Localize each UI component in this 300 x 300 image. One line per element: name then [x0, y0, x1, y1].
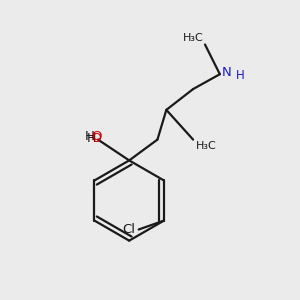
Text: O: O — [92, 132, 101, 145]
Text: O: O — [91, 130, 102, 143]
Text: Cl: Cl — [123, 223, 136, 236]
Text: H₃C: H₃C — [196, 141, 217, 151]
Text: H: H — [85, 130, 94, 143]
Text: H₃C: H₃C — [183, 33, 203, 43]
Text: N: N — [221, 66, 231, 79]
Text: H: H — [87, 132, 97, 145]
Text: H: H — [236, 69, 245, 82]
